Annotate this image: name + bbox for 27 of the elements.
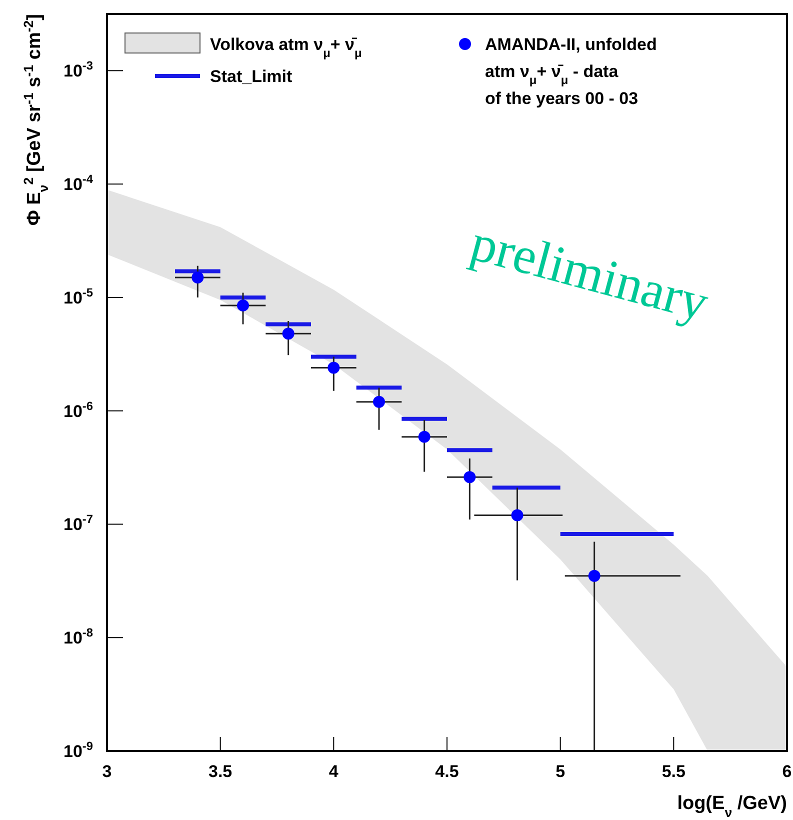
point	[511, 509, 524, 522]
x-tick-label: 4.5	[435, 762, 459, 781]
x-axis-title: log(E$_{ν}$ /GeV)	[677, 793, 787, 820]
point	[373, 396, 385, 408]
point	[418, 430, 430, 443]
legend-label: AMANDA-II, unfolded atm ν$_{μ}$+ ν̄$_{μ}$ - data of the years 00 - 03	[485, 35, 657, 108]
x-tick-label: 4	[328, 762, 339, 781]
x-tick-label: 6	[782, 762, 792, 781]
x-tick-label: 3	[102, 762, 112, 781]
y-tick-label: 10$^{-7}$	[64, 512, 94, 534]
point	[464, 471, 476, 484]
y-tick-label: 10$^{-8}$	[64, 626, 94, 648]
legend-label: Stat_Limit	[210, 67, 293, 86]
y-tick-label: 10$^{-5}$	[64, 285, 94, 308]
point	[237, 299, 249, 312]
y-tick-label: 10$^{-9}$	[64, 739, 94, 761]
x-tick-label: 5	[556, 762, 566, 781]
point	[192, 271, 204, 284]
y-tick-label: 10$^{-6}$	[64, 398, 94, 421]
y-tick-label: 10$^{-4}$	[64, 172, 94, 194]
point	[328, 362, 340, 374]
x-tick-label: 5.5	[662, 762, 686, 781]
legend-label: Volkova atm ν$_{μ}$+ ν̄$_{μ}$	[210, 35, 362, 60]
y-tick-label: 10$^{-3}$	[64, 58, 94, 81]
x-tick-label: 3.5	[208, 762, 232, 781]
point	[588, 570, 600, 582]
point	[282, 328, 294, 340]
